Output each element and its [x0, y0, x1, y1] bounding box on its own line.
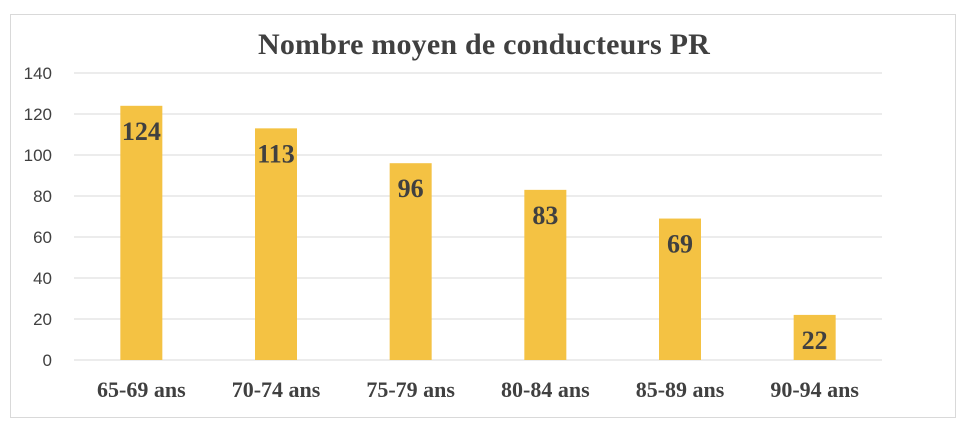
data-label: 69 — [667, 230, 693, 259]
y-tick-label: 60 — [33, 228, 52, 247]
data-labels: 124 113 96 83 69 22 — [122, 117, 828, 355]
data-label: 124 — [122, 117, 161, 146]
chart-title: Nombre moyen de conducteurs PR — [257, 28, 711, 61]
y-tick-label: 0 — [43, 351, 52, 370]
y-tick-label: 100 — [24, 146, 52, 165]
x-tick-label: 65-69 ans — [97, 377, 186, 402]
x-axis-ticks: 65-69 ans 70-74 ans 75-79 ans 80-84 ans 85-8… — [97, 377, 859, 402]
bar — [659, 218, 701, 360]
gridlines — [74, 72, 882, 361]
y-tick-label: 20 — [33, 310, 52, 329]
y-tick-label: 140 — [24, 64, 52, 83]
data-label: 96 — [398, 174, 424, 203]
y-tick-label: 120 — [24, 105, 52, 124]
x-tick-label: 85-89 ans — [636, 377, 725, 402]
y-tick-label: 40 — [33, 269, 52, 288]
y-tick-label: 80 — [33, 187, 52, 206]
data-label: 83 — [532, 201, 558, 230]
bar — [389, 163, 432, 360]
x-tick-label: 80-84 ans — [501, 377, 590, 402]
bars — [120, 105, 836, 360]
x-tick-label: 90-94 ans — [770, 377, 859, 402]
bar — [120, 105, 163, 360]
bar — [255, 128, 297, 360]
data-label: 113 — [257, 139, 295, 168]
x-tick-label: 75-79 ans — [366, 377, 455, 402]
data-label: 22 — [802, 326, 828, 355]
bar — [524, 189, 567, 360]
y-axis-ticks: 0 20 40 60 80 100 120 140 — [24, 64, 52, 370]
x-tick-label: 70-74 ans — [232, 377, 321, 402]
bar — [793, 314, 836, 360]
